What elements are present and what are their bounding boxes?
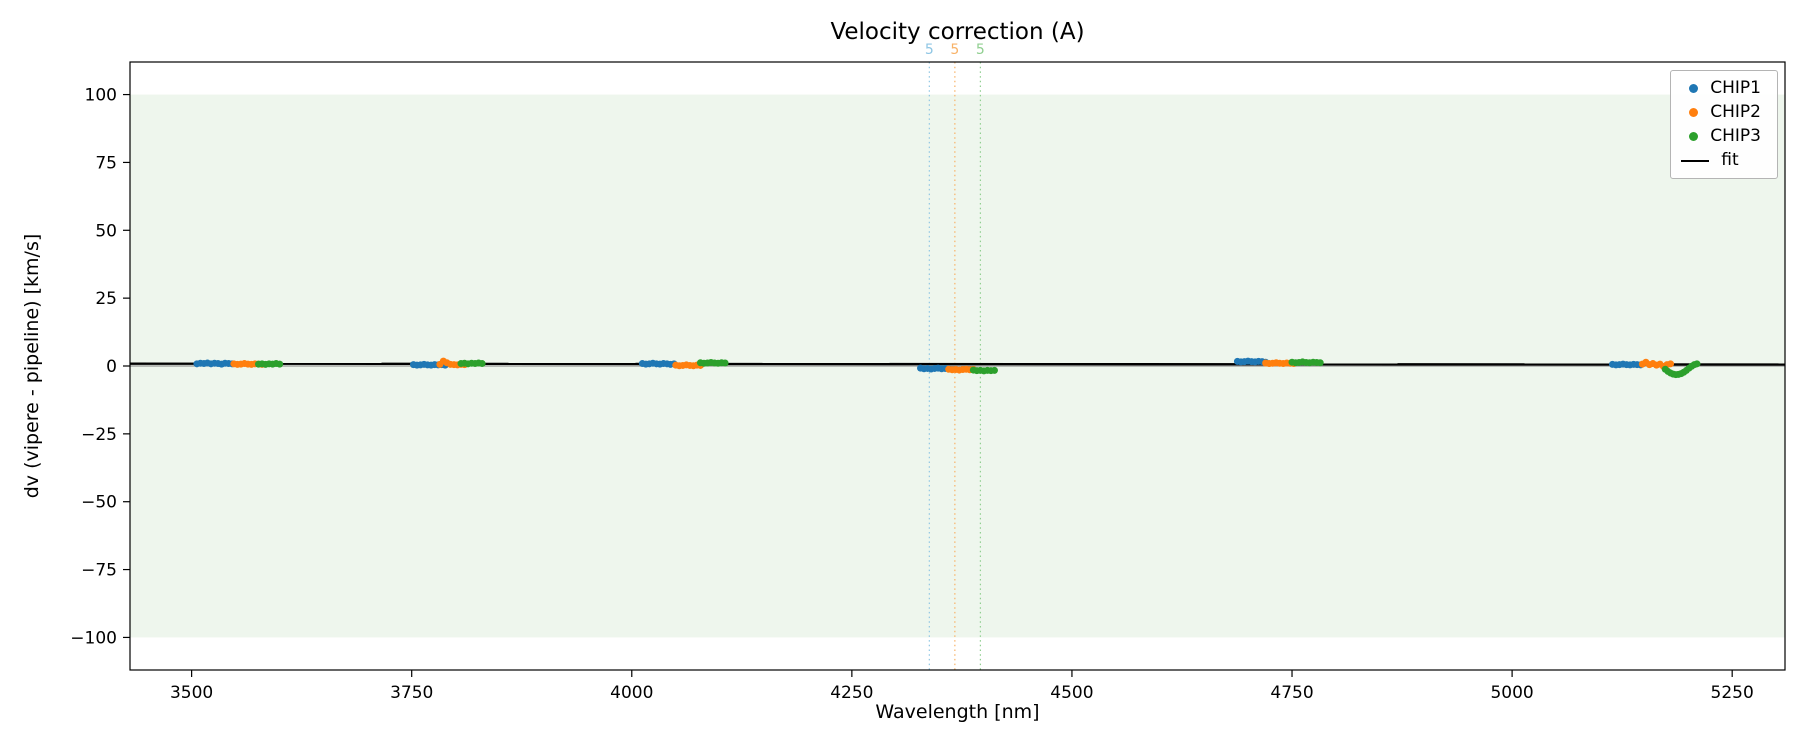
legend-marker-dot — [1689, 84, 1699, 93]
legend: CHIP1 CHIP2 CHIP3 fit — [1670, 70, 1778, 179]
legend-marker-line — [1681, 159, 1710, 162]
x-tick-label: 4500 — [1050, 683, 1093, 703]
legend-label: CHIP2 — [1710, 102, 1761, 122]
y-tick-label: 0 — [106, 357, 117, 377]
y-tick-label: −50 — [81, 493, 117, 513]
y-tick-label: 100 — [85, 86, 117, 106]
fit-line — [129, 362, 1786, 366]
legend-label: CHIP1 — [1710, 78, 1761, 98]
vline-label: 5 — [950, 42, 959, 58]
legend-item: CHIP1 — [1681, 80, 1761, 97]
legend-item: CHIP2 — [1681, 104, 1761, 121]
y-tick-label: 75 — [95, 153, 117, 173]
x-tick-label: 4750 — [1270, 683, 1313, 703]
legend-label: fit — [1721, 150, 1739, 170]
x-tick-label: 4250 — [830, 683, 873, 703]
legend-marker-dot — [1689, 132, 1699, 141]
y-tick-label: 25 — [95, 289, 117, 309]
x-tick-label: 5250 — [1711, 683, 1754, 703]
x-tick-label: 3500 — [170, 683, 213, 703]
x-tick-label: 3750 — [390, 683, 433, 703]
y-tick-label: −25 — [81, 425, 117, 445]
x-tick-label: 5000 — [1490, 683, 1533, 703]
y-tick-label: −75 — [81, 561, 117, 581]
legend-label: CHIP3 — [1710, 126, 1761, 146]
vline-label: 5 — [976, 42, 985, 58]
series-chip3 — [255, 358, 1701, 379]
legend-marker-dot — [1689, 108, 1699, 117]
y-axis-label: dv (vipere - pipeline) [km/s] — [21, 233, 43, 499]
x-tick-label: 4000 — [610, 683, 653, 703]
legend-item: CHIP3 — [1681, 128, 1761, 145]
y-tick-label: 50 — [95, 221, 117, 241]
legend-item: fit — [1681, 152, 1761, 169]
chart-title: Velocity correction (A) — [830, 19, 1085, 45]
y-tick-label: −100 — [70, 628, 117, 648]
x-axis-label: Wavelength [nm] — [875, 701, 1040, 723]
vline-label: 5 — [925, 42, 934, 58]
